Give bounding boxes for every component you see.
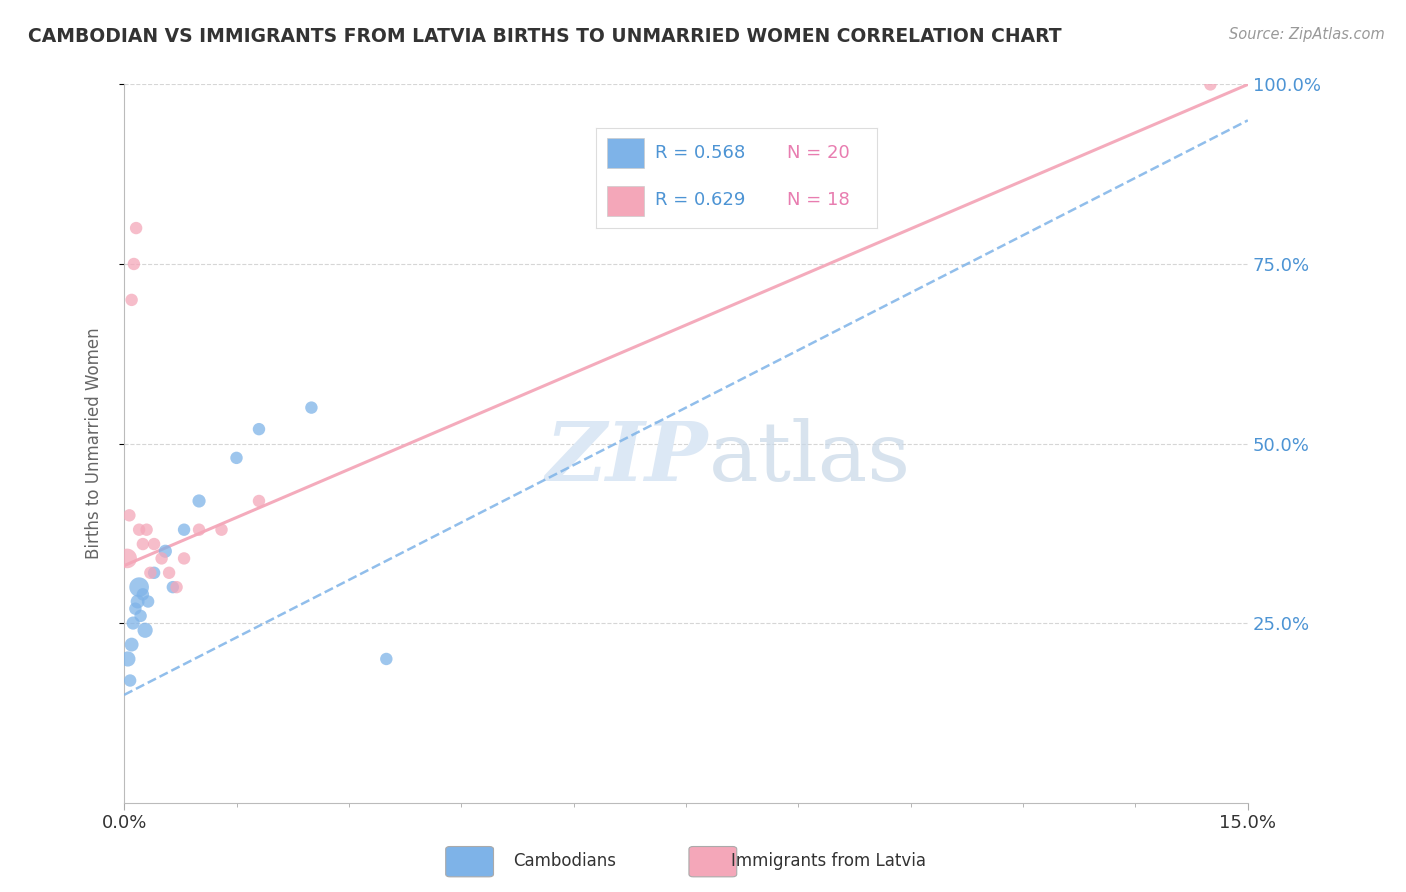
Point xyxy=(188,494,211,508)
Text: ZIP: ZIP xyxy=(546,417,709,498)
Point xyxy=(247,422,270,436)
FancyBboxPatch shape xyxy=(689,847,737,877)
Point xyxy=(143,566,166,580)
Point xyxy=(1199,78,1222,92)
Point xyxy=(132,537,155,551)
Point xyxy=(173,523,195,537)
Point xyxy=(143,537,166,551)
Point xyxy=(122,615,145,630)
Text: CAMBODIAN VS IMMIGRANTS FROM LATVIA BIRTHS TO UNMARRIED WOMEN CORRELATION CHART: CAMBODIAN VS IMMIGRANTS FROM LATVIA BIRT… xyxy=(28,27,1062,45)
Point xyxy=(128,580,150,594)
Point xyxy=(157,566,180,580)
Point xyxy=(375,652,398,666)
Text: atlas: atlas xyxy=(709,417,911,498)
Point xyxy=(299,401,322,415)
Point xyxy=(129,608,152,623)
Point xyxy=(188,523,211,537)
Point xyxy=(166,580,188,594)
Point xyxy=(128,523,150,537)
Point xyxy=(121,293,143,307)
Point xyxy=(155,544,177,558)
Point xyxy=(173,551,195,566)
Point xyxy=(139,566,162,580)
Point xyxy=(124,601,146,615)
Point xyxy=(120,673,142,688)
Point xyxy=(135,523,157,537)
Point xyxy=(132,587,155,601)
Text: Cambodians: Cambodians xyxy=(513,852,616,870)
Point xyxy=(150,551,173,566)
Text: Immigrants from Latvia: Immigrants from Latvia xyxy=(731,852,927,870)
FancyBboxPatch shape xyxy=(446,847,494,877)
Point xyxy=(134,624,156,638)
Y-axis label: Births to Unmarried Women: Births to Unmarried Women xyxy=(86,327,103,559)
Point xyxy=(115,551,138,566)
Point xyxy=(211,523,233,537)
Point xyxy=(125,221,148,235)
Point xyxy=(118,508,141,523)
Point xyxy=(162,580,184,594)
Point xyxy=(225,450,247,465)
Text: Source: ZipAtlas.com: Source: ZipAtlas.com xyxy=(1229,27,1385,42)
Point xyxy=(117,652,139,666)
Point xyxy=(247,494,270,508)
Point xyxy=(121,638,143,652)
Point xyxy=(127,594,149,608)
Point xyxy=(122,257,145,271)
Point xyxy=(136,594,159,608)
